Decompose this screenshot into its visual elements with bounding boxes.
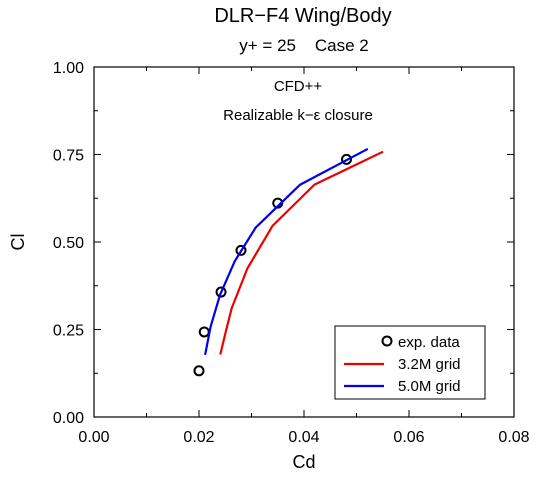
y-tick-label: 1.00: [53, 60, 84, 77]
axis-ticks: 0.00 0.02 0.04 0.06 0.08 0.00 0.25 0.50 0.75 1.00: [53, 60, 530, 446]
annotation-turbulence-model: Realizable k−ε closure: [223, 107, 373, 124]
x-tick-label: 0.04: [288, 429, 319, 446]
chart-subtitle: y+ = 25 Case 2: [239, 36, 368, 55]
y-tick-label: 0.25: [53, 323, 84, 340]
x-tick-label: 0.06: [393, 429, 424, 446]
legend-label-5-0m-grid: 5.0M grid: [398, 378, 461, 395]
series-layer: [193, 148, 384, 377]
legend-label-3-2m-grid: 3.2M grid: [398, 356, 461, 373]
legend-label-exp-data: exp. data: [398, 334, 460, 351]
x-tick-label: 0.02: [183, 429, 214, 446]
series-line-5-0m-grid: [204, 148, 369, 356]
y-tick-label: 0.50: [53, 235, 84, 252]
data-point-exp-data: [215, 286, 227, 298]
y-tick-label: 0.00: [53, 410, 84, 427]
data-point-exp-data: [193, 365, 205, 377]
x-axis-label: Cd: [292, 452, 315, 472]
chart-title: DLR−F4 Wing/Body: [214, 5, 391, 27]
data-point-exp-data: [235, 244, 247, 256]
data-point-exp-data: [341, 153, 353, 165]
x-tick-label: 0.00: [78, 429, 109, 446]
annotation-solver: CFD++: [274, 78, 323, 95]
x-tick-label: 0.08: [498, 429, 529, 446]
series-line-3-2m-grid: [219, 151, 384, 355]
y-tick-label: 0.75: [53, 148, 84, 165]
legend: exp. data 3.2M grid 5.0M grid: [334, 325, 486, 400]
y-axis-label: Cl: [8, 234, 28, 251]
data-point-exp-data: [198, 326, 210, 338]
legend-marker-exp-data: [381, 335, 393, 347]
